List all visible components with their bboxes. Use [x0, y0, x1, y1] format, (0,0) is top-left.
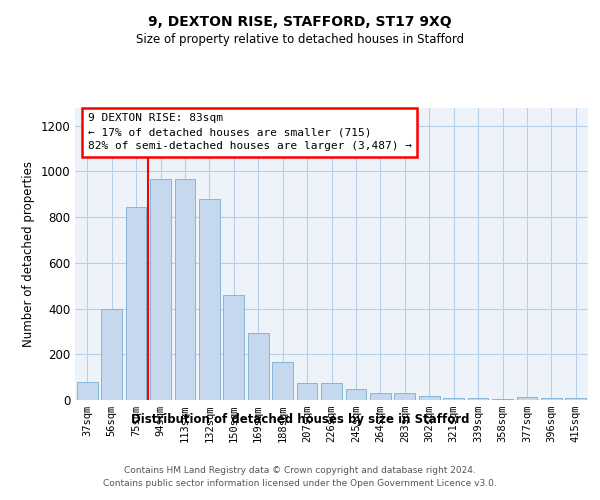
Bar	[223, 295, 244, 400]
Bar	[101, 308, 122, 400]
Bar	[517, 396, 538, 400]
Bar	[565, 398, 586, 400]
Bar	[346, 388, 367, 400]
Bar	[175, 180, 196, 400]
Bar	[321, 383, 342, 400]
Text: Distribution of detached houses by size in Stafford: Distribution of detached houses by size …	[131, 412, 469, 426]
Bar	[150, 180, 171, 400]
Text: Size of property relative to detached houses in Stafford: Size of property relative to detached ho…	[136, 32, 464, 46]
Text: Contains public sector information licensed under the Open Government Licence v3: Contains public sector information licen…	[103, 479, 497, 488]
Text: Contains HM Land Registry data © Crown copyright and database right 2024.: Contains HM Land Registry data © Crown c…	[124, 466, 476, 475]
Bar	[77, 382, 98, 400]
Y-axis label: Number of detached properties: Number of detached properties	[22, 161, 35, 347]
Bar	[125, 207, 146, 400]
Bar	[272, 362, 293, 400]
Text: 9, DEXTON RISE, STAFFORD, ST17 9XQ: 9, DEXTON RISE, STAFFORD, ST17 9XQ	[148, 15, 452, 29]
Bar	[248, 332, 269, 400]
Bar	[467, 398, 488, 400]
Text: 9 DEXTON RISE: 83sqm
← 17% of detached houses are smaller (715)
82% of semi-deta: 9 DEXTON RISE: 83sqm ← 17% of detached h…	[88, 113, 412, 151]
Bar	[492, 399, 513, 400]
Bar	[199, 199, 220, 400]
Bar	[443, 398, 464, 400]
Bar	[296, 383, 317, 400]
Bar	[394, 393, 415, 400]
Bar	[370, 393, 391, 400]
Bar	[419, 396, 440, 400]
Bar	[541, 398, 562, 400]
